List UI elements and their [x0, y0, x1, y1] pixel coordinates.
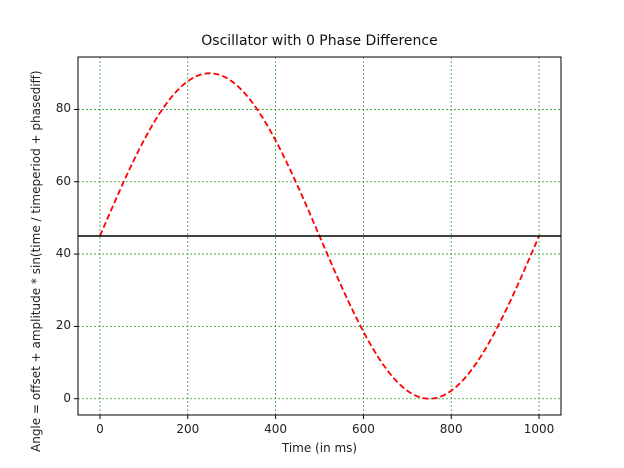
x-tick-label: 200 [176, 422, 200, 436]
x-tick-label: 400 [264, 422, 288, 436]
tick-marks [74, 108, 540, 419]
y-tick-label: 60 [55, 173, 71, 188]
y-tick-label: 0 [63, 390, 71, 405]
axes-frame [77, 56, 562, 416]
y-tick-label: 40 [55, 246, 71, 261]
x-axis-label: Time (in ms) [281, 441, 358, 455]
x-tick-label: 600 [351, 422, 375, 436]
y-tick-label: 20 [55, 318, 71, 333]
x-tick-label: 0 [96, 422, 104, 436]
y-axis-label: Angle = offset + amplitude * sin(time / … [29, 70, 43, 452]
y-tick-label: 80 [55, 101, 71, 116]
x-tick-label: 800 [439, 422, 463, 436]
x-tick-label: 1000 [523, 422, 555, 436]
chart-title: Oscillator with 0 Phase Difference [201, 33, 438, 49]
grid-lines [78, 57, 561, 415]
data-series [78, 72, 561, 400]
